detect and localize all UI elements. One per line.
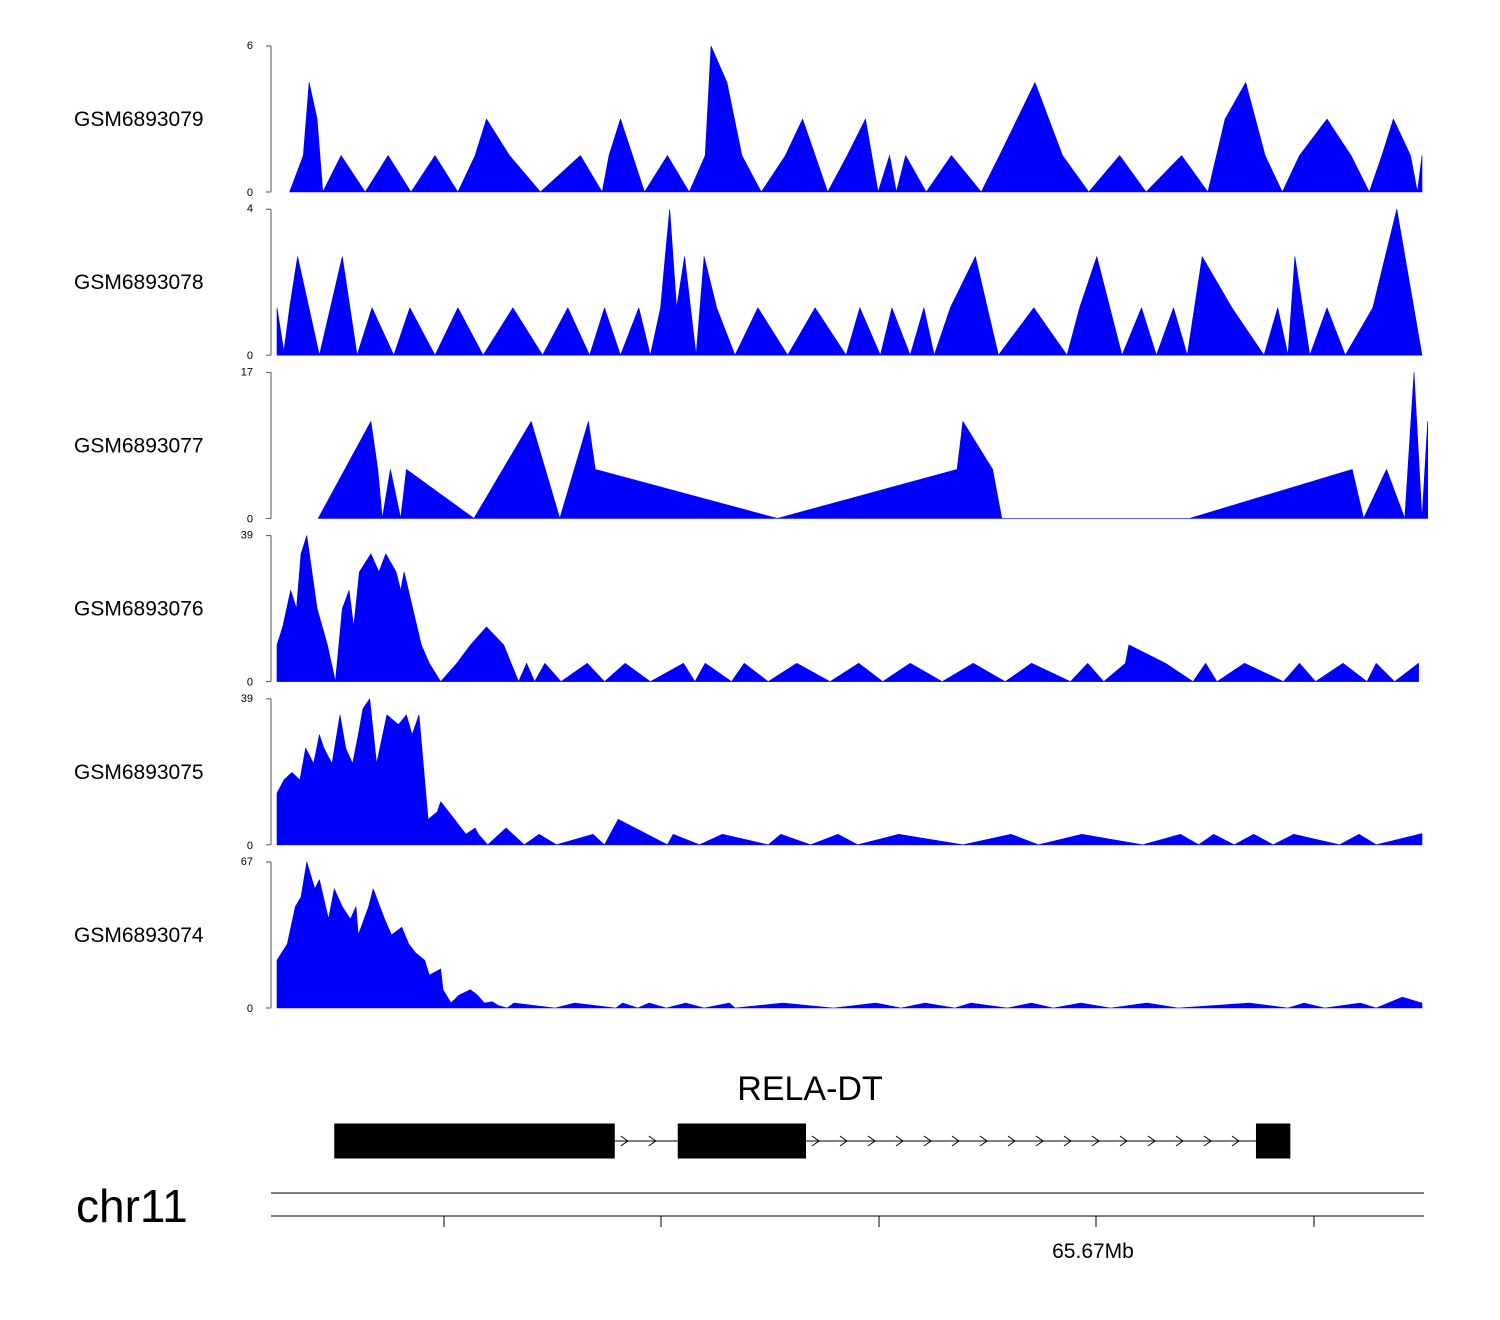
y-tick-label-max: 4 bbox=[247, 203, 253, 215]
strand-chevron bbox=[1175, 1135, 1184, 1147]
strand-chevron bbox=[1119, 1135, 1128, 1147]
coverage-area bbox=[276, 861, 1423, 1009]
strand-chevron bbox=[1147, 1135, 1156, 1147]
strand-chevron bbox=[1203, 1135, 1212, 1147]
track-GSM6893075: GSM6893075 39 0 bbox=[74, 693, 1423, 852]
track-label: GSM6893074 bbox=[74, 924, 204, 947]
strand-chevron bbox=[620, 1135, 629, 1147]
strand-chevron bbox=[648, 1135, 657, 1147]
coverage-area bbox=[276, 535, 1419, 682]
strand-chevron bbox=[923, 1135, 932, 1147]
y-tick-label-max: 67 bbox=[241, 856, 253, 868]
strand-chevron bbox=[979, 1135, 988, 1147]
coverage-area bbox=[276, 698, 1423, 846]
track-GSM6893078: GSM6893078 4 0 bbox=[74, 203, 1423, 362]
y-tick-label-max: 39 bbox=[241, 530, 253, 542]
y-tick-label-zero: 0 bbox=[247, 677, 253, 689]
y-tick-label-zero: 0 bbox=[247, 840, 253, 852]
track-GSM6893077: GSM6893077 17 0 bbox=[74, 366, 1428, 525]
track-label: GSM6893075 bbox=[74, 761, 204, 784]
strand-chevron bbox=[1035, 1135, 1044, 1147]
strand-chevron bbox=[811, 1135, 820, 1147]
coverage-area bbox=[317, 372, 1428, 519]
strand-chevron bbox=[895, 1135, 904, 1147]
strand-chevron bbox=[1091, 1135, 1100, 1147]
y-tick-label-max: 17 bbox=[241, 366, 253, 378]
strand-chevron bbox=[1231, 1135, 1240, 1147]
genome-axis: chr11 65.67Mb bbox=[76, 1180, 1424, 1263]
coverage-area bbox=[276, 208, 1423, 356]
track-label: GSM6893079 bbox=[74, 108, 204, 131]
y-tick-label-zero: 0 bbox=[247, 1003, 253, 1015]
track-label: GSM6893076 bbox=[74, 598, 204, 621]
gene-name-label: RELA-DT bbox=[737, 1070, 882, 1108]
axis-tick-label: 65.67Mb bbox=[1052, 1240, 1134, 1263]
y-tick-label-zero: 0 bbox=[247, 187, 253, 199]
strand-chevron bbox=[867, 1135, 876, 1147]
strand-chevron bbox=[839, 1135, 848, 1147]
chromosome-label: chr11 bbox=[76, 1180, 188, 1232]
y-tick-label-max: 6 bbox=[247, 40, 253, 52]
exon bbox=[334, 1123, 615, 1159]
strand-chevron bbox=[1063, 1135, 1072, 1147]
track-GSM6893074: GSM6893074 67 0 bbox=[74, 856, 1423, 1015]
exon bbox=[677, 1123, 806, 1159]
coverage-tracks: GSM689307960GSM689307840GSM6893077170GSM… bbox=[74, 40, 1428, 1015]
track-GSM6893076: GSM6893076 39 0 bbox=[74, 530, 1419, 689]
y-tick-label-zero: 0 bbox=[247, 513, 253, 525]
y-tick-label-zero: 0 bbox=[247, 350, 253, 362]
coverage-area bbox=[289, 45, 1423, 193]
exon bbox=[1255, 1123, 1291, 1159]
strand-chevron bbox=[1007, 1135, 1016, 1147]
gene-model: RELA-DT bbox=[334, 1070, 1291, 1159]
track-label: GSM6893078 bbox=[74, 271, 204, 294]
strand-chevron bbox=[951, 1135, 960, 1147]
track-label: GSM6893077 bbox=[74, 434, 204, 457]
y-tick-label-max: 39 bbox=[241, 693, 253, 705]
track-GSM6893079: GSM6893079 6 0 bbox=[74, 40, 1423, 199]
